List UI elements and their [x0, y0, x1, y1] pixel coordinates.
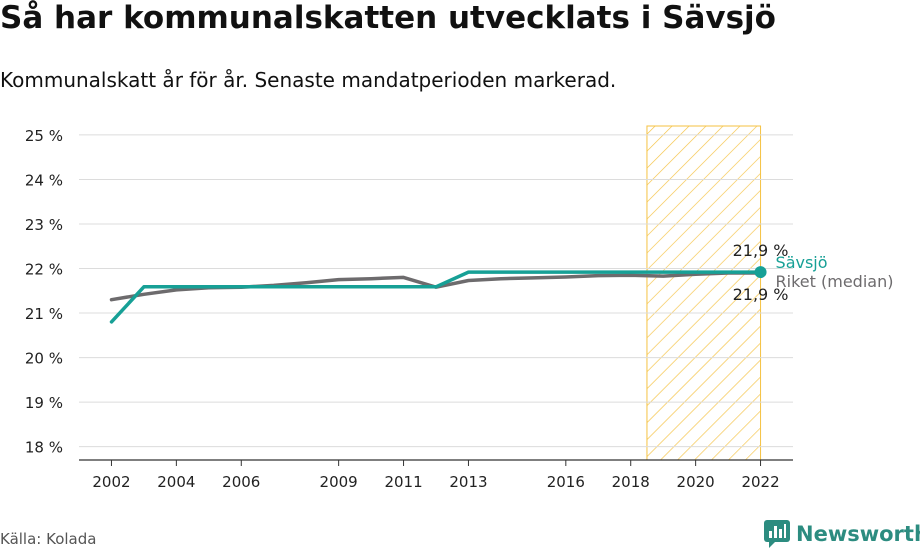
x-tick-label: 2018 [612, 473, 650, 491]
y-tick-label: 19 % [25, 394, 63, 412]
x-tick-label: 2013 [449, 473, 487, 491]
y-tick-label: 18 % [25, 439, 63, 457]
y-tick-label: 20 % [25, 350, 63, 368]
x-tick-label: 2009 [320, 473, 358, 491]
x-tick-label: 2016 [547, 473, 585, 491]
newsworthy-logo-text: Newsworthy [796, 522, 920, 546]
y-tick-label: 22 % [25, 261, 63, 279]
riket-series-name: Riket (median) [776, 272, 894, 291]
y-axis-tick-labels: 18 % 19 % 20 % 21 % 22 % 23 % 24 % 25 % [25, 127, 63, 457]
source-note: Källa: Kolada [0, 530, 97, 548]
savsjo-series-name: Sävsjö [776, 253, 828, 272]
mandate-period-highlight [646, 125, 762, 461]
y-gridlines [79, 134, 793, 448]
series-line-sävsjö [109, 270, 763, 324]
chart-subtitle: Kommunalskatt år för år. Senaste mandatp… [0, 68, 617, 92]
x-tick-label: 2011 [384, 473, 422, 491]
newsworthy-logo[interactable]: Newsworthy [764, 520, 920, 548]
riket-end-value: 21,9 % [733, 285, 789, 304]
series-lines [109, 270, 763, 324]
savsjo-end-point [754, 266, 767, 279]
y-tick-label: 25 % [25, 127, 63, 145]
y-tick-label: 23 % [25, 216, 63, 234]
x-tick-label: 2004 [157, 473, 195, 491]
x-tick-label: 2006 [222, 473, 260, 491]
newsworthy-logo-icon [764, 520, 790, 548]
x-tick-label: 2002 [92, 473, 130, 491]
x-tick-label: 2022 [741, 473, 779, 491]
highlight-band [646, 125, 762, 461]
y-tick-label: 24 % [25, 171, 63, 189]
y-tick-label: 21 % [25, 305, 63, 323]
chart-title: Så har kommunalskatten utvecklats i Sävs… [0, 0, 776, 36]
x-tick-label: 2020 [677, 473, 715, 491]
x-axis [79, 459, 793, 466]
savsjo-end-value: 21,9 % [733, 241, 789, 260]
x-axis-tick-labels: 2002 2004 2006 2009 2011 2013 2016 2018 2020 2022 [92, 473, 779, 491]
